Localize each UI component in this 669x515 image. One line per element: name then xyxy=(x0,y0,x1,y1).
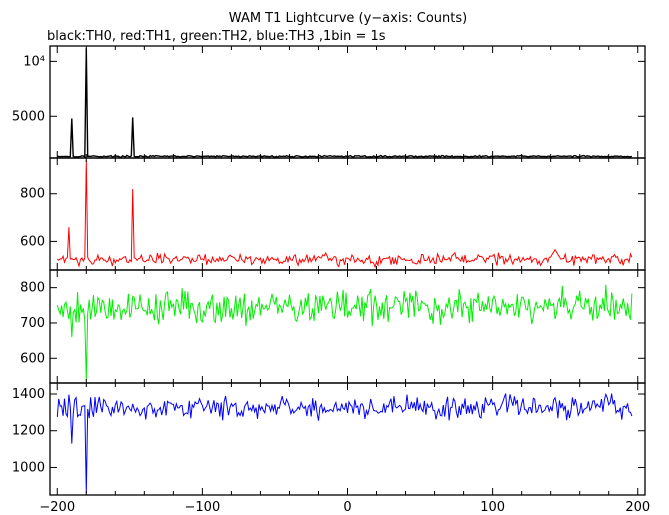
lightcurve-line-th3 xyxy=(56,392,633,494)
lightcurve-line-th2 xyxy=(56,284,633,380)
x-tick-label: 100 xyxy=(480,500,505,515)
y-tick-label: 600 xyxy=(20,351,45,366)
y-tick-label: 700 xyxy=(20,316,45,331)
y-tick-label: 1400 xyxy=(12,387,45,402)
y-tick-label: 1200 xyxy=(12,424,45,439)
y-tick-label: 5000 xyxy=(12,109,45,124)
panel-frame-th2 xyxy=(49,269,646,384)
lightcurve-line-th1 xyxy=(56,160,633,269)
chart-subtitle: black:TH0, red:TH1, green:TH2, blue:TH3 … xyxy=(47,29,386,44)
x-tick-label: 200 xyxy=(625,500,650,515)
lightcurve-line-th0 xyxy=(57,48,633,159)
x-tick-label: −200 xyxy=(39,500,75,515)
y-tick-label: 800 xyxy=(20,187,45,202)
y-tick-label: 1000 xyxy=(12,460,45,475)
x-tick-label: 0 xyxy=(343,500,351,515)
y-tick-label: 800 xyxy=(20,281,45,296)
panel-frame-th0 xyxy=(49,45,646,159)
y-tick-label: 600 xyxy=(20,234,45,249)
chart-title: WAM T1 Lightcurve (y−axis: Counts) xyxy=(229,11,467,26)
panel-frame-th1 xyxy=(49,157,646,271)
y-tick-label: 10⁴ xyxy=(23,54,45,69)
x-tick-label: −100 xyxy=(185,500,221,515)
